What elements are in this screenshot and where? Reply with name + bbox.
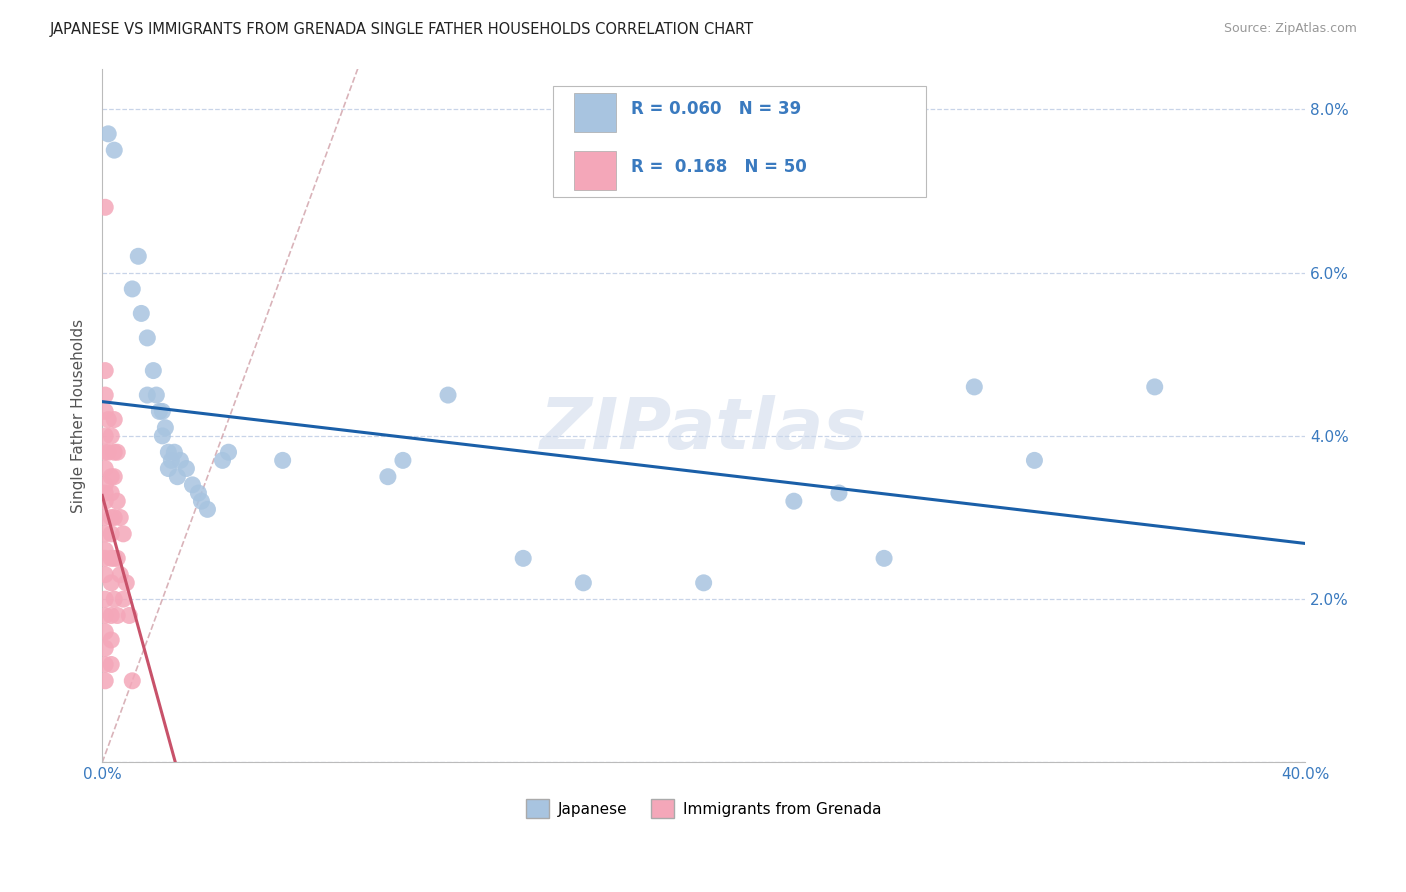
Point	[1024, 453, 1046, 467]
Point	[121, 282, 143, 296]
Point	[692, 575, 714, 590]
Point	[145, 388, 167, 402]
Point	[157, 445, 180, 459]
Point	[100, 469, 122, 483]
Point	[105, 445, 128, 459]
Point	[136, 388, 159, 402]
Point	[100, 575, 122, 590]
Point	[166, 469, 188, 483]
Point	[103, 469, 125, 483]
Point	[1143, 380, 1166, 394]
Point	[187, 486, 209, 500]
Point	[121, 673, 143, 688]
Point	[176, 461, 198, 475]
Point	[97, 412, 120, 426]
Point	[94, 461, 117, 475]
FancyBboxPatch shape	[554, 86, 927, 197]
Point	[100, 486, 122, 500]
Point	[103, 445, 125, 459]
Point	[115, 575, 138, 590]
FancyBboxPatch shape	[574, 151, 616, 190]
Point	[148, 404, 170, 418]
Point	[94, 526, 117, 541]
Text: JAPANESE VS IMMIGRANTS FROM GRENADA SINGLE FATHER HOUSEHOLDS CORRELATION CHART: JAPANESE VS IMMIGRANTS FROM GRENADA SING…	[49, 22, 754, 37]
Point	[94, 551, 117, 566]
Point	[94, 429, 117, 443]
Point	[197, 502, 219, 516]
Point	[100, 526, 122, 541]
Text: R = 0.060   N = 39: R = 0.060 N = 39	[631, 100, 801, 118]
Point	[437, 388, 460, 402]
Point	[110, 567, 132, 582]
Point	[142, 363, 165, 377]
Point	[150, 429, 173, 443]
Text: R =  0.168   N = 50: R = 0.168 N = 50	[631, 158, 807, 176]
Point	[105, 551, 128, 566]
Point	[157, 461, 180, 475]
Point	[181, 478, 204, 492]
Point	[105, 494, 128, 508]
Point	[392, 453, 415, 467]
Point	[94, 624, 117, 639]
Point	[110, 510, 132, 524]
Point	[103, 143, 125, 157]
Point	[103, 551, 125, 566]
Text: ZIPatlas: ZIPatlas	[540, 395, 868, 464]
Point	[94, 200, 117, 214]
Point	[94, 486, 117, 500]
Point	[112, 526, 135, 541]
Y-axis label: Single Father Households: Single Father Households	[72, 318, 86, 513]
Point	[100, 510, 122, 524]
Point	[160, 453, 183, 467]
Legend: Japanese, Immigrants from Grenada: Japanese, Immigrants from Grenada	[520, 793, 887, 824]
Point	[377, 469, 399, 483]
Point	[94, 592, 117, 607]
Point	[873, 551, 896, 566]
Point	[94, 673, 117, 688]
Point	[169, 453, 191, 467]
Point	[103, 592, 125, 607]
Point	[94, 543, 117, 558]
Point	[783, 494, 806, 508]
Point	[190, 494, 212, 508]
Point	[100, 429, 122, 443]
Point	[94, 510, 117, 524]
Point	[271, 453, 294, 467]
FancyBboxPatch shape	[574, 93, 616, 132]
Point	[155, 421, 177, 435]
Point	[150, 404, 173, 418]
Point	[97, 127, 120, 141]
Text: Source: ZipAtlas.com: Source: ZipAtlas.com	[1223, 22, 1357, 36]
Point	[112, 592, 135, 607]
Point	[118, 608, 141, 623]
Point	[103, 510, 125, 524]
Point	[963, 380, 986, 394]
Point	[572, 575, 595, 590]
Point	[211, 453, 233, 467]
Point	[94, 388, 117, 402]
Point	[512, 551, 534, 566]
Point	[94, 478, 117, 492]
Point	[100, 608, 122, 623]
Point	[97, 445, 120, 459]
Point	[94, 494, 117, 508]
Point	[105, 608, 128, 623]
Point	[94, 404, 117, 418]
Point	[100, 551, 122, 566]
Point	[94, 608, 117, 623]
Point	[218, 445, 240, 459]
Point	[94, 363, 117, 377]
Point	[94, 657, 117, 672]
Point	[127, 249, 149, 263]
Point	[103, 412, 125, 426]
Point	[131, 306, 153, 320]
Point	[94, 567, 117, 582]
Point	[100, 632, 122, 647]
Point	[163, 445, 186, 459]
Point	[828, 486, 851, 500]
Point	[136, 331, 159, 345]
Point	[100, 657, 122, 672]
Point	[94, 641, 117, 656]
Point	[94, 445, 117, 459]
